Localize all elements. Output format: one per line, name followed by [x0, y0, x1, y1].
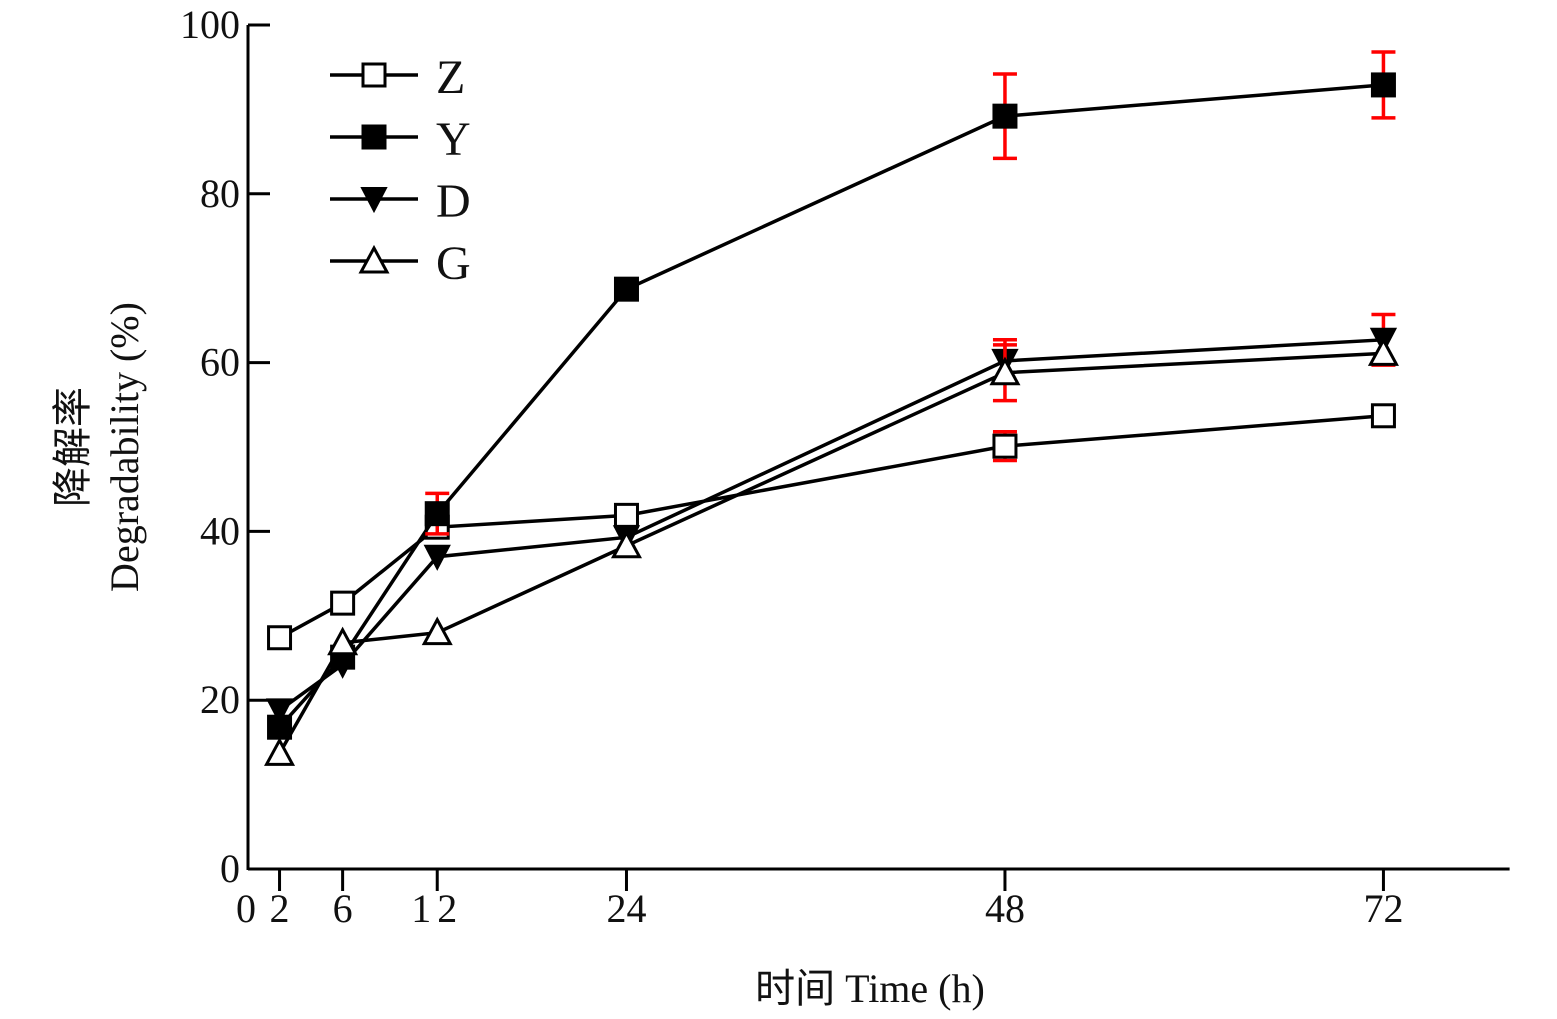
x-tick-label: 24 [606, 886, 646, 931]
data-point-Z [613, 502, 639, 528]
data-point-G [421, 616, 453, 646]
data-point-D [265, 698, 294, 725]
series-G [264, 337, 1399, 766]
legend-label: Z [436, 51, 465, 104]
series-line-D [278, 338, 1384, 712]
data-point-D [423, 544, 451, 571]
data-point-Y [613, 276, 639, 302]
x-axis-label: 时间 Time (h) [755, 966, 985, 1011]
y-tick-label: 20 [200, 677, 240, 722]
legend-label: Y [436, 113, 471, 166]
x-tick-label: 0 [236, 886, 256, 931]
legend-marker [361, 124, 387, 150]
data-point-G [1367, 337, 1399, 366]
y-tick-label: 0 [220, 846, 240, 891]
axes: 0 20 40 60 80 100 0 2 6 12 24 48 72 [180, 2, 1510, 931]
legend-item-Z: Z [330, 51, 465, 104]
x-tick-label: 6 [333, 886, 353, 931]
legend-marker [361, 62, 387, 88]
data-point-G [989, 356, 1021, 386]
data-point-Z [1370, 403, 1396, 429]
legend-marker [358, 244, 390, 274]
legend-item-Y: Y [330, 113, 471, 166]
legend-marker [360, 187, 388, 214]
data-point-G [327, 626, 359, 656]
x-tick-label: 48 [985, 886, 1025, 931]
data-point-Z [330, 590, 356, 616]
legend-item-D: D [330, 175, 471, 228]
data-point-Z [992, 433, 1018, 459]
x-tick-label: 72 [1363, 886, 1403, 931]
y-tick-label: 80 [200, 171, 240, 216]
y-tick-label: 60 [200, 340, 240, 385]
y-axis-label: Degradability (%) [102, 302, 147, 592]
y-tick-label: 40 [200, 508, 240, 553]
data-point-Y [1370, 72, 1396, 98]
data-point-G [264, 737, 296, 766]
series-line-G [278, 351, 1384, 755]
legend-label: G [436, 237, 471, 290]
x-tick-label: 2 [270, 886, 290, 931]
y-tick-label: 100 [180, 2, 240, 47]
data-point-Y [992, 103, 1018, 129]
x-tick-label: 12 [411, 886, 463, 931]
legend-item-G: G [330, 237, 471, 290]
data-point-Y [424, 501, 450, 527]
legend-label: D [436, 175, 471, 228]
data-point-G [610, 529, 642, 559]
series-layer [264, 50, 1399, 766]
data-point-Z [267, 625, 293, 651]
y-axis-label-cn: 降解率 [50, 387, 95, 507]
